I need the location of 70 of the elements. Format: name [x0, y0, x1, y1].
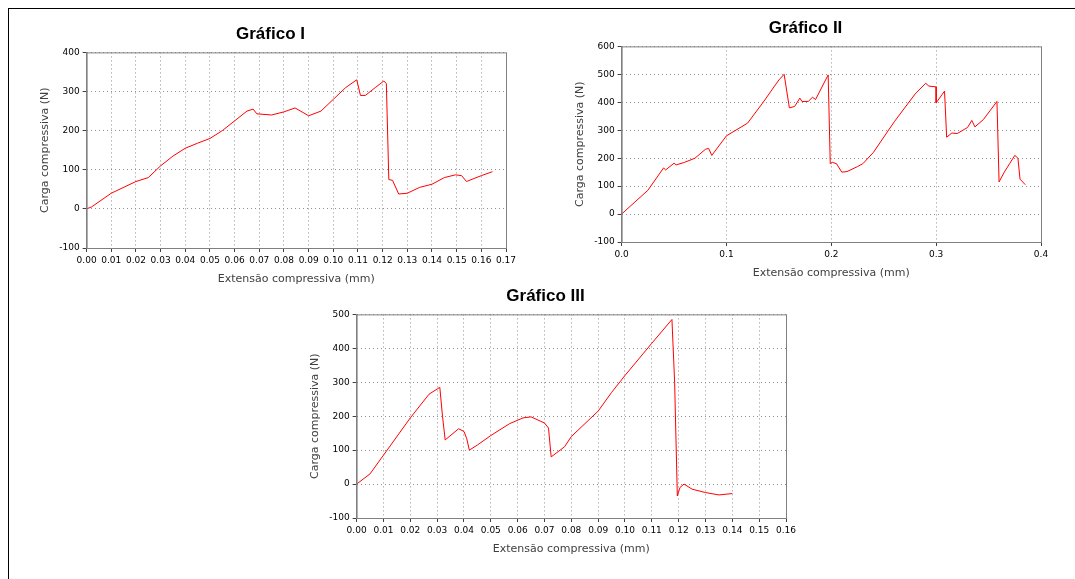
y-tick-label: -100 — [594, 236, 615, 247]
x-tick-label: 0.01 — [101, 254, 122, 265]
x-tick-label: 0.06 — [224, 254, 245, 265]
x-tick-label: 0.0 — [614, 248, 630, 259]
x-tick-label: 0.11 — [641, 524, 662, 535]
x-tick-label: 0.00 — [76, 254, 97, 265]
y-tick-label: 200 — [332, 410, 350, 421]
y-tick-label: 500 — [332, 308, 350, 319]
x-tick-label: 0.15 — [749, 524, 770, 535]
x-tick-label: 0.2 — [824, 248, 839, 259]
x-tick-label: 0.1 — [719, 248, 734, 259]
y-tick-label: 400 — [597, 96, 615, 107]
y-tick-label: 300 — [62, 85, 80, 96]
y-tick-label: 100 — [62, 164, 80, 175]
x-axis-title: Extensão compressiva (mm) — [217, 272, 375, 286]
x-tick-label: 0.09 — [298, 254, 319, 265]
chart-title: Gráfico II — [768, 17, 843, 37]
x-tick-label: 0.08 — [273, 254, 295, 265]
x-tick-label: 0.02 — [125, 254, 146, 265]
y-tick-label: 300 — [597, 124, 615, 135]
chart-title: Gráfico I — [236, 23, 305, 43]
y-tick-label: -100 — [59, 242, 80, 253]
x-tick-label: 0.14 — [722, 524, 743, 535]
x-tick-label: 0.04 — [453, 524, 475, 535]
x-tick-label: 0.17 — [495, 254, 517, 265]
y-tick-label: 400 — [332, 342, 350, 353]
chart-title: Gráfico III — [506, 285, 585, 305]
x-tick-label: 0.11 — [347, 254, 369, 265]
x-tick-label: 0.05 — [480, 524, 501, 535]
x-tick-label: 0.02 — [400, 524, 421, 535]
x-tick-label: 0.14 — [421, 254, 443, 265]
y-tick-label: 100 — [332, 444, 350, 455]
x-tick-label: 0.3 — [928, 248, 944, 259]
y-tick-label: 0 — [608, 208, 615, 219]
x-tick-label: 0.4 — [1033, 248, 1049, 259]
x-axis-title: Extensão compressiva (mm) — [752, 266, 910, 280]
y-axis-title: Carga compressiva (N) — [573, 81, 587, 207]
x-tick-label: 0.10 — [614, 524, 636, 535]
x-tick-label: 0.03 — [427, 524, 448, 535]
y-tick-label: 100 — [597, 180, 615, 191]
x-tick-label: 0.08 — [561, 524, 582, 535]
y-axis-title: Carga compressiva (N) — [38, 87, 52, 213]
x-tick-label: 0.03 — [150, 254, 171, 265]
x-tick-label: 0.12 — [668, 524, 689, 535]
y-tick-label: 200 — [62, 124, 80, 135]
x-tick-label: 0.09 — [588, 524, 609, 535]
y-tick-label: 200 — [597, 152, 615, 163]
x-axis-title: Extensão compressiva (mm) — [492, 542, 650, 556]
x-tick-label: 0.04 — [175, 254, 196, 265]
x-tick-label: 0.06 — [507, 524, 528, 535]
y-tick-label: -100 — [329, 512, 350, 523]
y-tick-label: 300 — [332, 376, 350, 387]
x-tick-label: 0.16 — [471, 254, 492, 265]
x-tick-label: 0.13 — [397, 254, 418, 265]
x-tick-label: 0.10 — [323, 254, 344, 265]
y-tick-label: 0 — [343, 478, 350, 489]
y-tick-label: 400 — [62, 46, 80, 57]
x-tick-label: 0.12 — [372, 254, 393, 265]
x-tick-label: 0.16 — [775, 524, 797, 535]
x-tick-label: 0.05 — [199, 254, 220, 265]
y-tick-label: 0 — [73, 203, 80, 214]
x-tick-label: 0.13 — [695, 524, 716, 535]
x-tick-label: 0.07 — [249, 254, 270, 265]
y-axis-title: Carga compressiva (N) — [308, 353, 322, 479]
x-tick-label: 0.15 — [446, 254, 467, 265]
y-tick-label: 600 — [597, 40, 615, 51]
x-tick-label: 0.00 — [346, 524, 367, 535]
y-tick-label: 500 — [597, 68, 615, 79]
x-tick-label: 0.01 — [373, 524, 394, 535]
x-tick-label: 0.07 — [534, 524, 555, 535]
